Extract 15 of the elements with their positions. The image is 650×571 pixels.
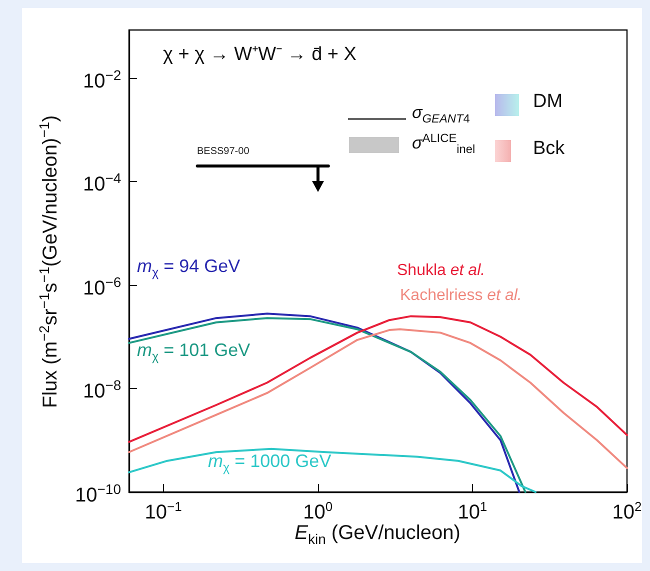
annotation: Bck bbox=[533, 138, 565, 160]
series-label: m$_{χ}$ = 1000 GeV bbox=[208, 451, 332, 475]
text: χ + χ → W⁺W⁻ → d̄ + X bbox=[163, 43, 356, 66]
series-label: m$_{χ}$ = 101 GeV bbox=[137, 340, 250, 364]
annotation: DM bbox=[533, 91, 563, 113]
x-axis-title: E$_{kin}$ (GeV/nucleon) bbox=[294, 522, 462, 547]
y-tick-label: 10$^{−2}$ bbox=[83, 66, 122, 92]
text: m$_{χ}$ = 94 GeV bbox=[137, 256, 240, 280]
y-tick-label: 10$^{−6}$ bbox=[83, 272, 122, 300]
y-tick-label: 10$^{−10}$ bbox=[75, 480, 121, 506]
series-label: Kachelriess et al. bbox=[400, 287, 522, 305]
series-label: BESS97-00 bbox=[197, 146, 250, 157]
y-tick-label: 10$^{−8}$ bbox=[83, 376, 122, 403]
text: Shukla et al. bbox=[397, 262, 486, 280]
y-tick-label: 10$^{−4}$ bbox=[83, 169, 122, 196]
